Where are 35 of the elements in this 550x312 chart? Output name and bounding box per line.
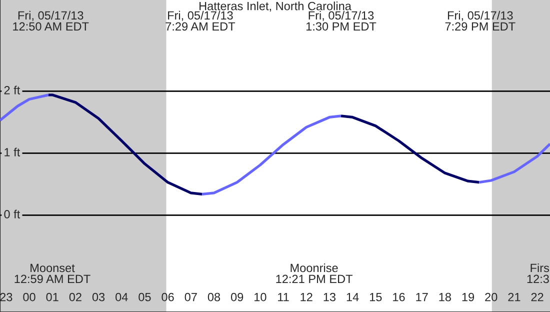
annotation: Fri, 05/17/13 7:29 PM EDT xyxy=(445,10,516,31)
y-tick-label: 2 ft xyxy=(4,86,20,94)
x-tick-label: 22 xyxy=(531,292,544,302)
x-tick-label: 12 xyxy=(300,292,312,302)
annotation: Fri, 05/17/13 12:50 AM EDT xyxy=(13,10,89,31)
x-tick-label: 06 xyxy=(162,292,174,302)
x-tick-label: 10 xyxy=(254,292,266,302)
x-tick-label: 03 xyxy=(92,292,105,302)
annotation: Fri, 05/17/13 1:30 PM EDT xyxy=(306,10,376,31)
annotation: Moonset 12:59 AM EDT xyxy=(14,264,90,284)
x-tick-label: 20 xyxy=(485,292,498,302)
x-tick-label: 15 xyxy=(370,292,382,302)
x-tick-label: 11 xyxy=(278,292,289,302)
x-tick-label: 08 xyxy=(208,292,220,302)
x-tick-label: 01 xyxy=(46,292,58,302)
annotation: Firs 12:3 xyxy=(527,263,550,284)
x-tick-label: 00 xyxy=(23,292,36,302)
x-tick-label: 21 xyxy=(508,292,520,302)
x-tick-label: 16 xyxy=(393,292,405,302)
chart-title: Hatteras Inlet, North Carolina xyxy=(200,2,352,12)
annotation: Moonrise 12:21 PM EDT xyxy=(276,263,352,284)
x-tick-label: 19 xyxy=(462,292,474,302)
x-tick-label: 04 xyxy=(116,292,128,302)
x-tick-label: 14 xyxy=(346,292,359,302)
x-tick-label: 23 xyxy=(0,292,12,302)
x-tick-label: 07 xyxy=(184,292,197,302)
y-tick-label: 0 ft xyxy=(4,210,20,218)
x-tick-label: 02 xyxy=(69,292,82,302)
x-tick-label: 13 xyxy=(324,292,336,302)
x-tick-label: 18 xyxy=(439,292,451,302)
annotation: Fri, 05/17/13 7:29 AM EDT xyxy=(166,10,236,31)
x-tick-label: 17 xyxy=(416,292,428,302)
x-tick-label: 09 xyxy=(230,292,244,302)
y-tick-label: 1 ft xyxy=(4,148,20,156)
x-tick-label: 05 xyxy=(138,292,151,302)
